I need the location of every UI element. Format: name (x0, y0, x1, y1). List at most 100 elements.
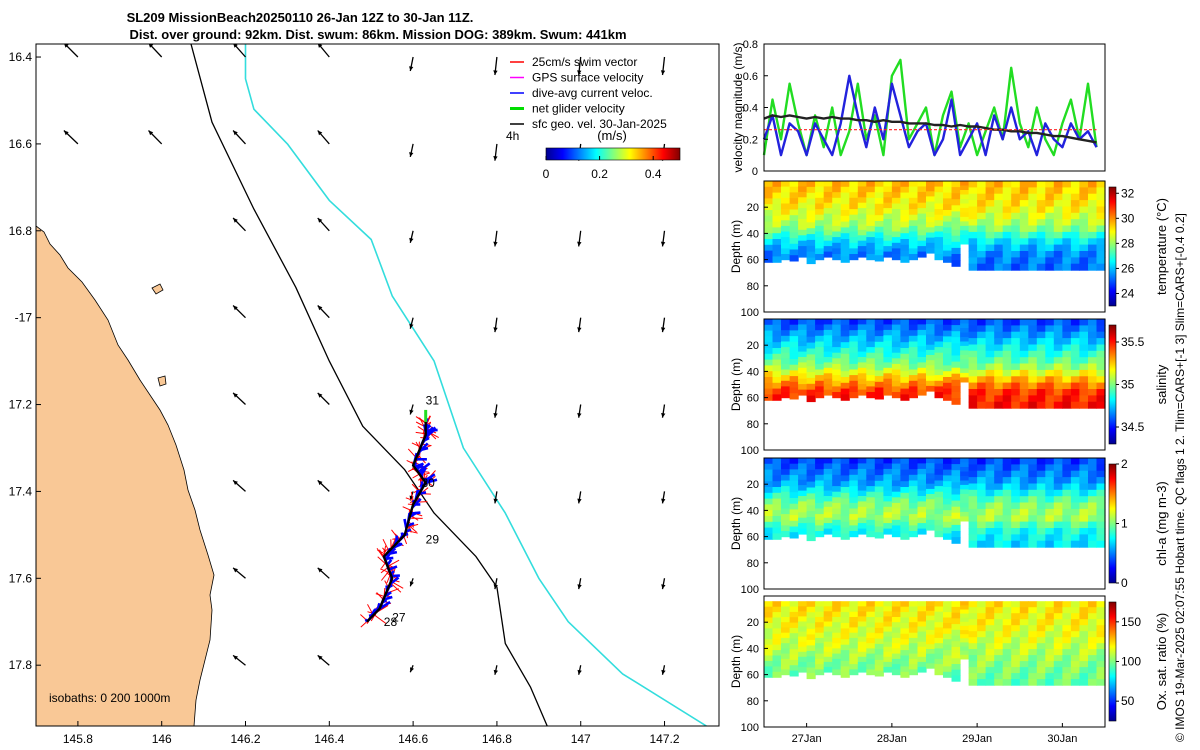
section-cell (866, 653, 876, 660)
section-cell (798, 181, 808, 187)
section-cell (798, 340, 808, 347)
section-cell (934, 358, 944, 365)
section-cell (1011, 363, 1021, 371)
section-cell (1053, 395, 1063, 403)
section-cell (1079, 649, 1089, 656)
section-cell (943, 233, 953, 240)
section-cell (1096, 496, 1106, 504)
section-cell (781, 214, 791, 221)
section-cell (781, 197, 791, 204)
section-cell (1011, 637, 1021, 644)
section-cell (781, 469, 791, 476)
section-cell (840, 617, 850, 624)
section-cell (866, 480, 876, 487)
section-cell (798, 384, 808, 391)
section-y-tick-label: 40 (747, 366, 759, 378)
section-cell (866, 330, 876, 337)
section-cell (1070, 470, 1080, 478)
section-cell (798, 191, 808, 198)
section-cell (1019, 489, 1029, 497)
section-cell (806, 623, 816, 630)
section-cell (908, 181, 918, 188)
section-cell (866, 601, 876, 607)
section-cell (840, 244, 850, 252)
section-cell (815, 214, 825, 221)
section-cell (985, 325, 995, 333)
section-cell (1062, 338, 1072, 346)
section-cell (1079, 643, 1089, 650)
section-cell (1053, 502, 1063, 510)
section-cell (857, 324, 867, 331)
section-cell (1070, 619, 1080, 626)
section-cell (908, 214, 918, 221)
section-cell (934, 653, 944, 660)
section-cell (1002, 357, 1012, 365)
section-cell (798, 335, 808, 342)
section-cell (823, 656, 833, 663)
section-cell (994, 382, 1004, 390)
section-cell (891, 463, 901, 470)
section-cell (798, 512, 808, 519)
section-cell (781, 664, 791, 670)
section-cell (840, 181, 850, 188)
section-cell (951, 254, 961, 261)
velocity-series (762, 74, 1098, 157)
section-cell (926, 191, 936, 197)
section-cell (840, 256, 850, 263)
section-cell (994, 483, 1004, 491)
section-cell (1045, 607, 1055, 614)
section-cell (823, 463, 833, 470)
section-cell (866, 248, 876, 255)
section-cell (866, 664, 876, 670)
section-cell (806, 216, 816, 223)
section-cell (832, 606, 842, 613)
section-cell (1011, 483, 1021, 491)
section-cell (1096, 363, 1106, 371)
section-cell (1036, 477, 1046, 485)
section-cell (994, 458, 1004, 465)
section-cell (832, 627, 842, 634)
section-colorbar-tick-label: 150 (1121, 615, 1141, 629)
section-cell (1002, 649, 1012, 656)
section-cell (874, 463, 884, 470)
section-cell (1011, 613, 1021, 620)
section-cell (866, 469, 876, 476)
section-cell (1079, 331, 1089, 339)
section-cell (764, 256, 774, 263)
section-cell (874, 249, 884, 256)
section-cell (1053, 477, 1063, 485)
section-cell (772, 388, 782, 395)
section-cell (849, 319, 859, 326)
section-cell (1096, 219, 1106, 227)
section-cell (943, 210, 953, 217)
section-cell (1045, 325, 1055, 333)
section-cell (977, 401, 987, 409)
section-cell (1053, 206, 1063, 214)
velocity-arrow-head (233, 480, 238, 485)
section-cell (900, 336, 910, 343)
section-cell (1002, 637, 1012, 644)
swim-vector (373, 614, 387, 625)
section-cell (806, 650, 816, 657)
section-cell (857, 501, 867, 508)
section-cell (968, 607, 978, 614)
section-cell (951, 385, 961, 393)
section-cell (1070, 363, 1080, 371)
section-cell (968, 244, 978, 252)
section-cell (1070, 257, 1080, 265)
section-cell (1062, 193, 1072, 201)
section-cell (764, 336, 774, 343)
section-cell (891, 502, 901, 510)
section-cell (1036, 225, 1046, 233)
section-cell (908, 386, 918, 393)
section-cell (1011, 458, 1021, 465)
section-frame (763, 595, 1106, 728)
section-cell (943, 622, 953, 629)
section-cell (781, 606, 791, 613)
section-cell (951, 506, 961, 514)
section-cell (1002, 667, 1012, 674)
section-cell (806, 234, 816, 241)
section-cell (1028, 515, 1038, 523)
section-cell (1045, 363, 1055, 371)
